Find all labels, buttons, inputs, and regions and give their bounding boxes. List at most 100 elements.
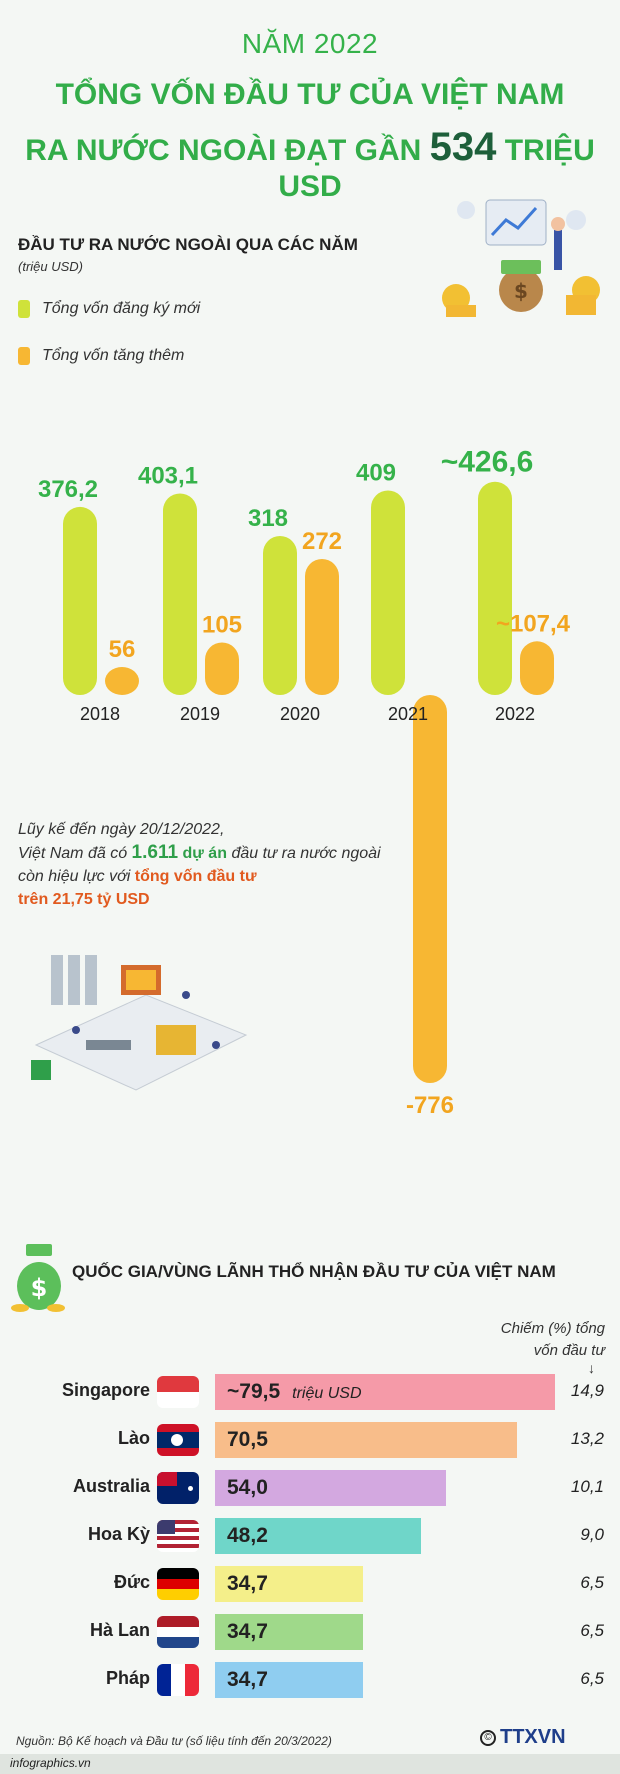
legend-label-new: Tổng vốn đăng ký mới: [42, 300, 201, 317]
data-label-added-2022: ~107,4: [496, 610, 571, 637]
country-name: Lào: [117, 1428, 150, 1448]
country-row: Singapore ~79,5 triệu USD 14,9: [0, 1372, 620, 1412]
legend-label-added: Tổng vốn tăng thêm: [42, 347, 185, 364]
flag-icon: [157, 1472, 199, 1504]
svg-text:$: $: [31, 1274, 48, 1302]
page-title-line2: RA NƯỚC NGOÀI ĐẠT GẦN 534 TRIỆU USD: [0, 125, 620, 204]
bar-new-2021: [371, 490, 405, 695]
legend-item-new-capital: Tổng vốn đăng ký mới: [18, 300, 200, 318]
flag-icon: [157, 1616, 199, 1648]
note-line4: trên 21,75 tỷ USD: [18, 891, 150, 908]
title-line2-pre: RA NƯỚC NGOÀI ĐẠT GẦN: [25, 134, 422, 167]
note-project-label: dự án: [182, 845, 227, 862]
country-name: Hoa Kỳ: [87, 1524, 150, 1544]
country-name: Singapore: [61, 1380, 150, 1400]
bar-new-2018: [63, 506, 97, 695]
data-label-added-2021: -776: [406, 1092, 454, 1119]
country-bar: 34,7: [215, 1566, 364, 1602]
country-value: 34,7: [227, 1572, 268, 1595]
ttxvn-logo: TTXVN: [500, 1726, 566, 1748]
country-bar: 70,5: [215, 1422, 517, 1458]
legend-item-added-capital: Tổng vốn tăng thêm: [18, 347, 184, 365]
note-line1: Lũy kế đến ngày 20/12/2022,: [18, 821, 225, 838]
country-share: 6,5: [580, 1621, 604, 1640]
country-value: 34,7: [227, 1668, 268, 1691]
country-share: 6,5: [580, 1573, 604, 1592]
legend-swatch-added: [18, 347, 30, 365]
data-label-new-2019: 403,1: [138, 462, 198, 489]
cumulative-note: Lũy kế đến ngày 20/12/2022, Việt Nam đã …: [18, 818, 418, 911]
data-label-added-2020: 272: [302, 528, 342, 555]
x-tick-2022: 2022: [495, 704, 535, 724]
footer-bar: [0, 1754, 620, 1774]
flag-icon: [157, 1664, 199, 1696]
investment-illustration-icon: $: [442, 199, 600, 317]
country-share: 6,5: [580, 1669, 604, 1688]
data-label-new-2022: ~426,6: [441, 446, 534, 479]
note-project-count: 1.611: [131, 842, 179, 863]
bar-new-2022: [478, 481, 512, 695]
country-row: Đức 34,7 6,5: [0, 1564, 620, 1604]
country-share: 13,2: [570, 1429, 604, 1448]
country-name: Hà Lan: [89, 1620, 150, 1640]
note-total-label: tổng vốn đầu tư: [134, 868, 257, 885]
country-row: Australia 54,0 10,1: [0, 1468, 620, 1508]
bar-new-2019: [163, 493, 197, 695]
country-row: Lào 70,5 13,2: [0, 1420, 620, 1460]
unit-label: triệu USD: [292, 1385, 362, 1402]
country-share: 14,9: [570, 1381, 604, 1400]
site-name: infographics.vn: [10, 1756, 91, 1770]
share-header-line1: Chiếm (%) tổng: [500, 1320, 605, 1337]
factory-illustration-icon: [31, 955, 248, 1091]
note-line2: Việt Nam đã có 1.611 dự án đầu tư ra nướ…: [18, 841, 418, 865]
x-tick-2020: 2020: [280, 704, 320, 724]
data-label-added-2019: 105: [202, 612, 242, 639]
source-note: Nguồn: Bộ Kế hoạch và Đầu tư (số liệu tí…: [16, 1734, 332, 1748]
data-label-new-2018: 376,2: [38, 476, 98, 503]
country-share: 10,1: [570, 1477, 604, 1496]
title-line2-post: TRIỆU USD: [278, 134, 595, 203]
note-line3: còn hiệu lực với tổng vốn đầu tư: [18, 865, 418, 888]
country-bar: 34,7: [215, 1662, 364, 1698]
section1-heading: ĐẦU TƯ RA NƯỚC NGOÀI QUA CÁC NĂM: [18, 235, 358, 254]
svg-text:$: $: [514, 279, 528, 303]
country-row: Hoa Kỳ 48,2 9,0: [0, 1516, 620, 1556]
country-share: 9,0: [580, 1525, 604, 1544]
country-bar: ~79,5 triệu USD: [215, 1374, 555, 1410]
flag-icon: [157, 1376, 199, 1408]
country-value: 54,0: [227, 1476, 268, 1499]
country-bar: 54,0: [215, 1470, 446, 1506]
data-label-new-2020: 318: [248, 505, 288, 532]
copyright-icon: ©: [480, 1730, 496, 1746]
money-bag-icon: $: [11, 1244, 65, 1312]
legend-swatch-new: [18, 300, 30, 318]
yearly-investment-chart: 376,2 403,1 318 409 ~426,6 56 105 272 -776 ~107,4…: [38, 446, 571, 1119]
section1-unit: (triệu USD): [18, 259, 84, 274]
flag-icon: [157, 1520, 199, 1552]
arrow-down-icon: ↓: [588, 1360, 595, 1376]
country-value: 70,5: [227, 1428, 268, 1451]
note-line2-post: đầu tư ra nước ngoài: [231, 845, 381, 862]
data-label-added-2018: 56: [109, 636, 136, 663]
note-line2-pre: Việt Nam đã có: [18, 845, 128, 862]
header-year: NĂM 2022: [241, 28, 379, 59]
country-row: Hà Lan 34,7 6,5: [0, 1612, 620, 1652]
country-name: Pháp: [105, 1668, 150, 1688]
country-bar: 48,2: [215, 1518, 422, 1554]
share-column-header: Chiếm (%) tổng vốn đầu tư: [470, 1318, 605, 1362]
country-value: ~79,5 triệu USD: [227, 1380, 362, 1403]
section2-heading: QUỐC GIA/VÙNG LÃNH THỔ NHẬN ĐẦU TƯ CỦA V…: [72, 1262, 556, 1281]
country-value: 34,7: [227, 1620, 268, 1643]
country-name: Australia: [72, 1476, 150, 1496]
note-line3-pre: còn hiệu lực với: [18, 868, 131, 885]
x-tick-2018: 2018: [80, 704, 120, 724]
flag-icon: [157, 1424, 199, 1456]
share-header-line2: vốn đầu tư: [533, 1342, 605, 1359]
country-value: 48,2: [227, 1524, 268, 1547]
bar-added-2022: [520, 641, 554, 695]
country-bar: 34,7: [215, 1614, 364, 1650]
page-title-line1: TỔNG VỐN ĐẦU TƯ CỦA VIỆT NAM: [55, 78, 565, 111]
country-name: Đức: [113, 1572, 150, 1592]
title-line2-number: 534: [429, 125, 497, 169]
country-row: Pháp 34,7 6,5: [0, 1660, 620, 1700]
